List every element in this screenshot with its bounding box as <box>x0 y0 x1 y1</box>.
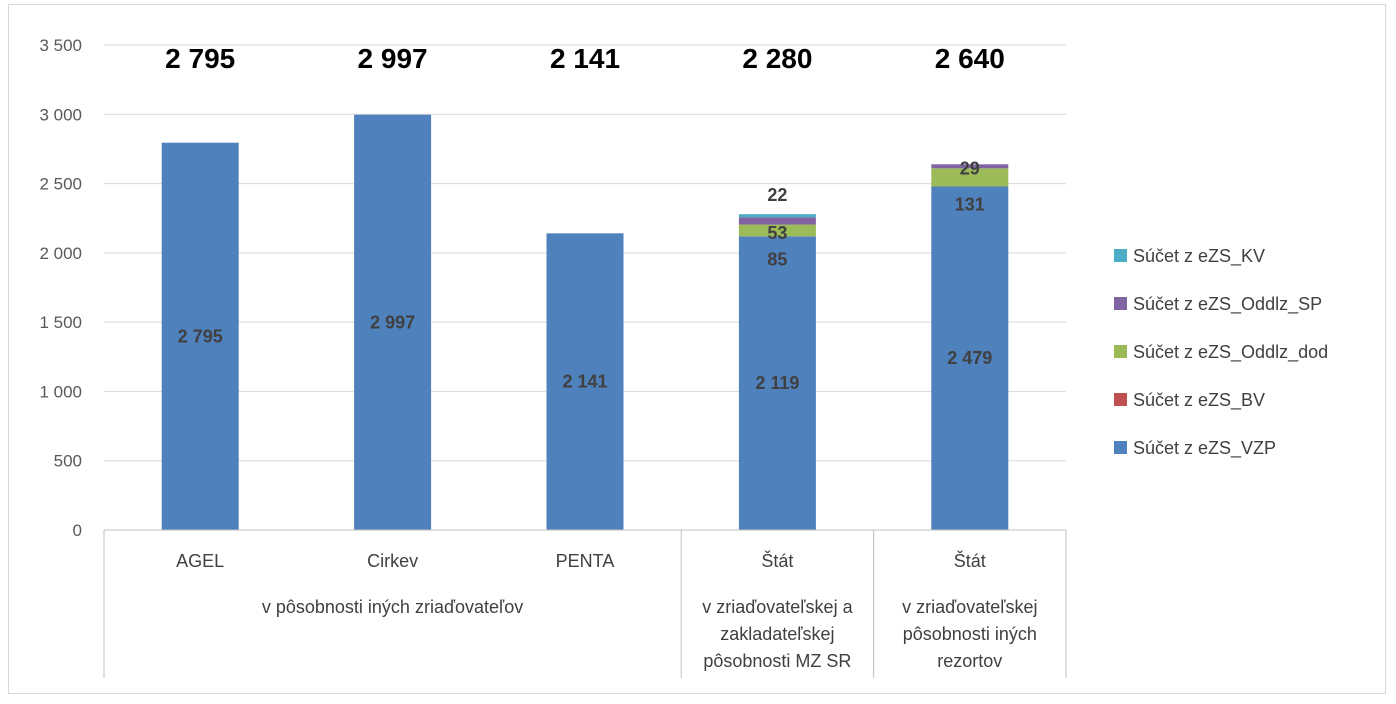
legend-swatch <box>1114 441 1127 454</box>
legend-swatch <box>1114 345 1127 358</box>
x-group-label: pôsobnosti MZ SR <box>703 651 851 671</box>
total-label: 2 640 <box>935 43 1005 74</box>
x-group-label: rezortov <box>937 651 1002 671</box>
bar-segment <box>546 233 624 530</box>
x-group-label: zakladateľskej <box>720 624 834 644</box>
bar-segment <box>738 214 816 218</box>
bar-value-label: 2 997 <box>370 312 415 332</box>
labels-layer: 2 795 2 997 2 141 2 119 85 53 22 2 479 131 29 2 79… <box>165 43 1005 393</box>
legend-label: Súčet z eZS_Oddlz_dod <box>1133 342 1328 363</box>
total-label: 2 280 <box>742 43 812 74</box>
legend-swatch <box>1114 393 1127 406</box>
bar-value-label: 2 141 <box>562 372 607 392</box>
chart-frame <box>8 4 1386 694</box>
legend-label: Súčet z eZS_Oddlz_SP <box>1133 294 1322 315</box>
legend-label: Súčet z eZS_BV <box>1133 390 1265 411</box>
legend-label: Súčet z eZS_VZP <box>1133 438 1276 459</box>
x-group-label: v zriaďovateľskej a <box>702 597 853 617</box>
bar-value-label: 2 795 <box>178 326 223 346</box>
legend-swatch <box>1114 297 1127 310</box>
bar-segment <box>931 168 1009 187</box>
bar-value-label: 2 119 <box>755 373 799 393</box>
legend: Súčet z eZS_KV Súčet z eZS_Oddlz_SP Súčet … <box>1114 246 1328 459</box>
x-group-label: v pôsobnosti iných zriaďovateľov <box>262 597 523 617</box>
x-category-label: AGEL <box>176 551 224 571</box>
bar-segment <box>738 224 816 237</box>
bars-layer <box>161 114 1009 531</box>
x-category-label: Štát <box>954 550 986 571</box>
y-tick-label: 0 <box>73 521 82 540</box>
bar-value-label: 22 <box>767 185 787 205</box>
total-label: 2 795 <box>165 43 235 74</box>
bar-value-label: 131 <box>955 194 985 214</box>
bar-segment <box>738 236 816 531</box>
bar-segment <box>931 164 1009 169</box>
y-tick-label: 2 500 <box>39 175 82 194</box>
bar-value-label: 29 <box>960 158 980 178</box>
total-label: 2 141 <box>550 43 620 74</box>
y-tick-label: 1 000 <box>39 382 82 401</box>
y-tick-label: 2 000 <box>39 244 82 263</box>
x-category-label: Cirkev <box>367 551 418 571</box>
bar-segment <box>354 114 432 531</box>
legend-swatch <box>1114 249 1127 262</box>
y-tick-label: 3 500 <box>39 36 82 55</box>
bar-value-label: 85 <box>767 249 787 269</box>
bar-segment <box>931 186 1009 530</box>
y-tick-label: 3 000 <box>39 105 82 124</box>
y-tick-label: 1 500 <box>39 313 82 332</box>
x-group-label: v zriaďovateľskej <box>902 597 1037 617</box>
bar-segment <box>161 142 239 530</box>
total-label: 2 997 <box>358 43 428 74</box>
bar-value-label: 53 <box>767 223 787 243</box>
x-category-label: PENTA <box>556 551 615 571</box>
x-group-label: pôsobnosti iných <box>903 624 1037 644</box>
axis-layer: 0 500 1 000 1 500 2 000 2 500 3 000 3 500 AGEL Ci… <box>39 36 1067 678</box>
legend-label: Súčet z eZS_KV <box>1133 246 1265 267</box>
bar-segment <box>738 217 816 225</box>
x-category-label: Štát <box>761 550 793 571</box>
y-tick-label: 500 <box>54 452 82 471</box>
bar-value-label: 2 479 <box>947 348 992 368</box>
